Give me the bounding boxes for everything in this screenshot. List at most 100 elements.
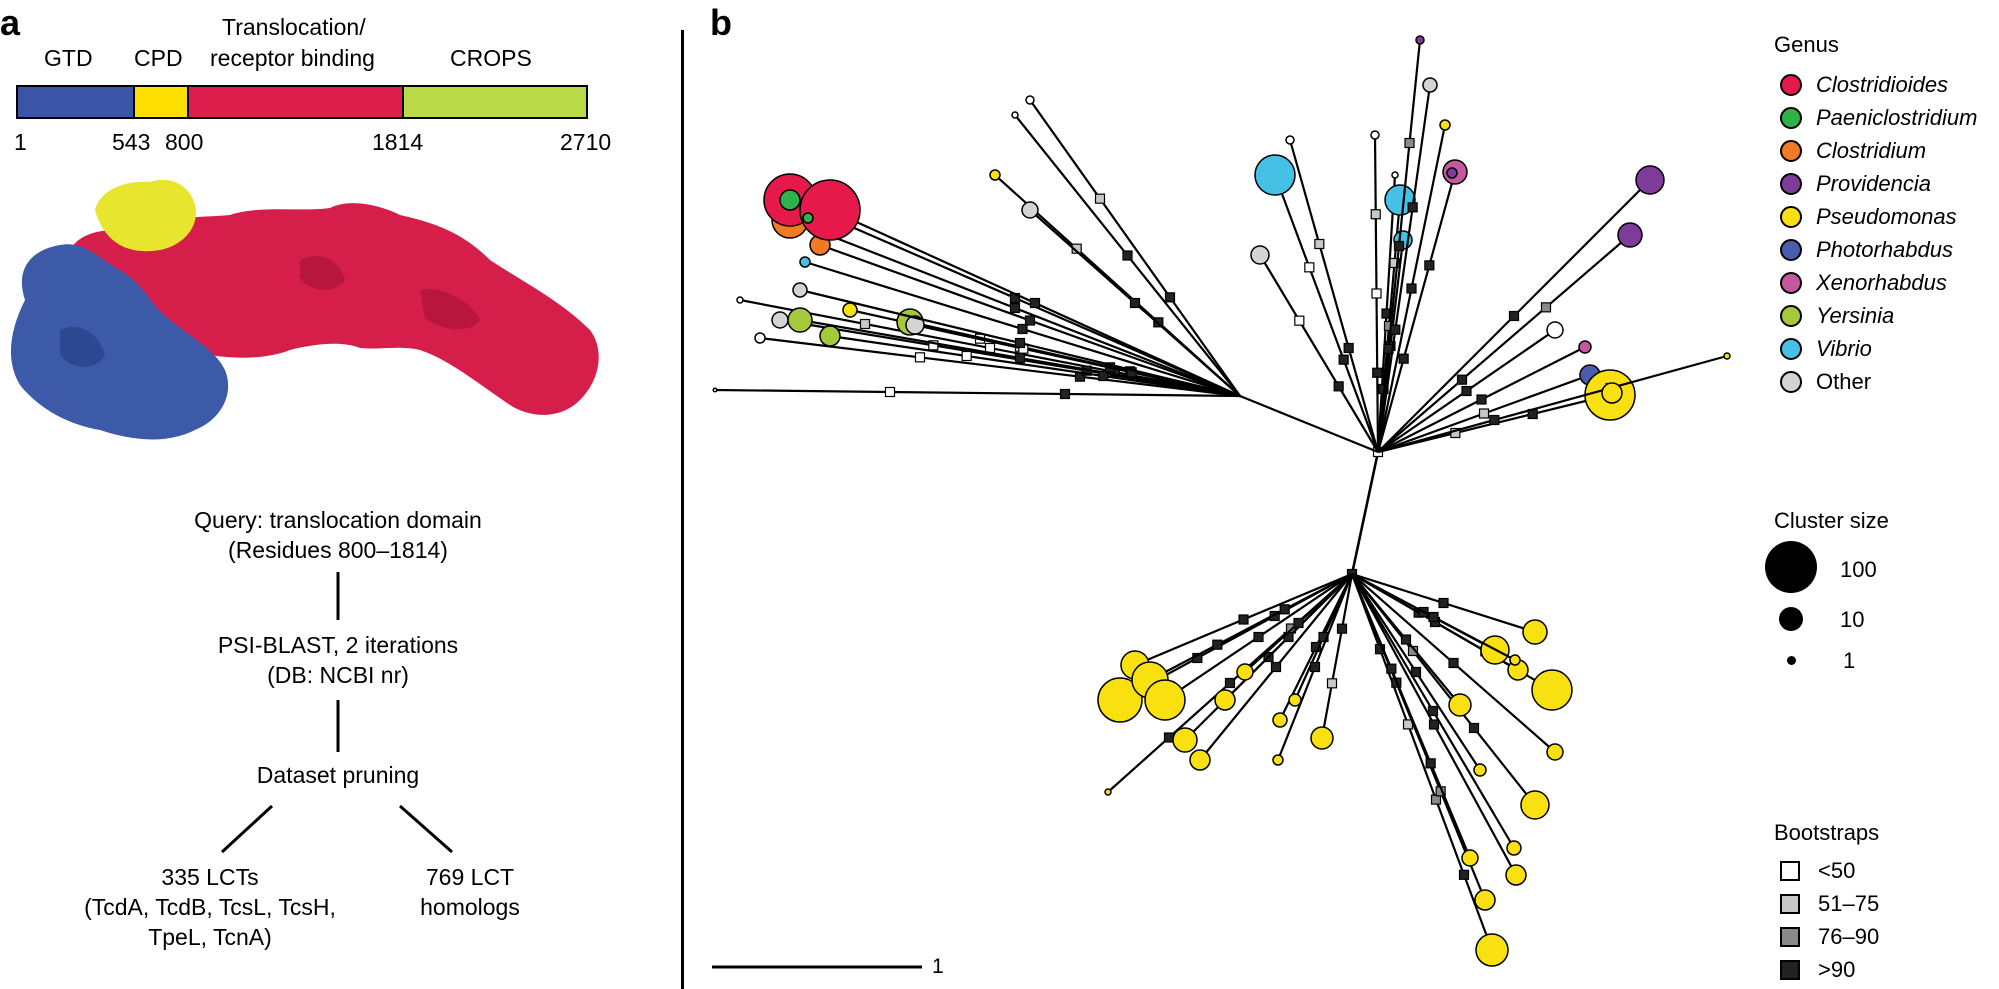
tree-branch [1377, 354, 1728, 454]
domain-label-translocation-2: receptor binding [210, 45, 375, 71]
tree-leaf-cluster [1254, 154, 1296, 196]
tree-branch [829, 334, 1241, 398]
domain-label-gtd: GTD [44, 45, 93, 71]
tree-leaf-cluster [1011, 111, 1019, 119]
tree-branch [1376, 171, 1457, 453]
tree-leaf-cluster [1272, 754, 1284, 766]
tree-leaf-cluster [1546, 321, 1564, 339]
flow-query: Query: translocation domain (Residues 80… [194, 507, 482, 563]
domain-bar [16, 85, 588, 119]
tree-leaf-cluster [787, 307, 813, 333]
bootstrap-node [1476, 394, 1487, 405]
flowchart-connectors [220, 572, 453, 854]
flow-pruning: Dataset pruning [256, 762, 420, 788]
tree-leaf-cluster [1384, 184, 1416, 216]
tree-branch [914, 323, 1241, 398]
bootstrap-node [1279, 604, 1290, 615]
bootstrap-node [1398, 353, 1409, 364]
bootstrap-node [1393, 240, 1405, 252]
tree-leaf-cluster [1474, 889, 1496, 911]
legend-genus-xenorhabdus: Xenorhabdus [1780, 266, 1977, 299]
panel-divider [681, 30, 684, 989]
genus-legend: Clostridioides Paeniclostridium Clostrid… [1780, 68, 1977, 398]
position-1: 1 [14, 129, 27, 155]
domain-translocation-segment [189, 87, 404, 117]
bootstrap-node [1468, 722, 1480, 734]
bootstrap-node [1253, 631, 1264, 643]
legend-genus-clostridium: Clostridium [1780, 134, 1977, 167]
tree-leaf-cluster [712, 387, 718, 393]
protein-yellow-region [95, 179, 196, 252]
bootstrap-node [1540, 302, 1552, 313]
bootstrap-node [984, 342, 996, 354]
tree-leaf-cluster [1446, 167, 1458, 179]
cluster-size-title: Cluster size [1774, 508, 1889, 533]
bootstrap-node [1478, 408, 1490, 419]
tree-leaf-cluster [754, 332, 766, 344]
protein-red-region [68, 203, 599, 415]
bootstrap-node [1404, 137, 1415, 149]
bootstraps-title: Bootstraps [1774, 820, 1880, 845]
domain-label-crops: CROPS [450, 45, 532, 71]
bootstrap-node [1389, 257, 1400, 269]
tree-leaf-cluster [1546, 743, 1564, 761]
bootstrap-node [914, 352, 926, 363]
legend-bootstrap-76-90: 76–90 [1780, 920, 1879, 953]
protein-blue-region [10, 244, 229, 440]
tree-leaf-cluster [1391, 171, 1399, 179]
cluster-size-1-circle [1787, 656, 1796, 665]
legend-genus-clostridioides: Clostridioides [1780, 68, 1977, 101]
bootstrap-node [928, 340, 939, 351]
flow-psi-blast: PSI-BLAST, 2 iterations (DB: NCBI nr) [217, 632, 459, 688]
tree-leaf-cluster [1104, 788, 1112, 796]
bootstrap-node [1129, 297, 1141, 309]
tree-leaf-cluster [1505, 864, 1527, 886]
legend-genus-pseudomonas: Pseudomonas [1780, 200, 1977, 233]
bootstrap-node [1009, 302, 1021, 314]
bootstrap-node [1224, 677, 1236, 689]
legend-genus-paeniclostridium: Paeniclostridium [1780, 101, 1977, 134]
bootstrap-node [1098, 370, 1109, 382]
bootstrap-node [1438, 597, 1449, 609]
tree-leaf-cluster [1250, 245, 1270, 265]
bootstrap-node [1370, 209, 1381, 220]
tree-leaf-cluster [819, 325, 841, 347]
legend-bootstrap-lt50: <50 [1780, 854, 1879, 887]
bootstrap-node [1309, 661, 1321, 673]
bootstrap-node [1212, 639, 1223, 650]
position-1814: 1814 [372, 129, 424, 155]
tree-branch [1149, 573, 1353, 681]
domain-crops-segment [404, 87, 586, 117]
tree-branch [1350, 573, 1472, 859]
bootstrap-node [1094, 193, 1106, 204]
bootstrap-node [1122, 250, 1133, 261]
bootstrap-node [1372, 367, 1383, 378]
bootstrap-legend: <50 51–75 76–90 >90 [1780, 854, 1879, 986]
bootstrap-node [1390, 324, 1401, 335]
bootstrap-node [1489, 414, 1500, 426]
bootstrap-node [1238, 614, 1249, 625]
tree-branch [714, 388, 1241, 398]
tree-leaf-cluster [1144, 679, 1186, 721]
bootstrap-node [1456, 374, 1468, 385]
bootstrap-node [1294, 315, 1305, 326]
position-800: 800 [165, 129, 204, 155]
bootstrap-node [1448, 657, 1459, 669]
flow-lcts: 335 LCTs (TcdA, TcdB, TcsL, TcsH, TpeL, … [84, 864, 336, 950]
tree-leaf-cluster [1473, 763, 1487, 777]
cluster-size-1-label: 1 [1843, 648, 1856, 673]
tree-leaf-cluster [1272, 712, 1288, 728]
tree-leaf-cluster [989, 169, 1001, 181]
tree-leaf-cluster [1097, 677, 1143, 723]
bootstrap-node [1024, 315, 1036, 326]
tree-leaf-cluster [1520, 790, 1550, 820]
tree-leaf-cluster [1310, 726, 1334, 750]
tree-leaf-cluster [1172, 727, 1198, 753]
bootstrap-node [1164, 292, 1176, 303]
tree-leaf-cluster [1285, 135, 1295, 145]
tree-branch [1320, 573, 1354, 739]
cluster-size-100-label: 100 [1840, 557, 1877, 582]
tree-branch [1350, 451, 1380, 575]
tree-leaf-cluster [1370, 130, 1380, 140]
cluster-size-100-circle [1765, 541, 1817, 593]
